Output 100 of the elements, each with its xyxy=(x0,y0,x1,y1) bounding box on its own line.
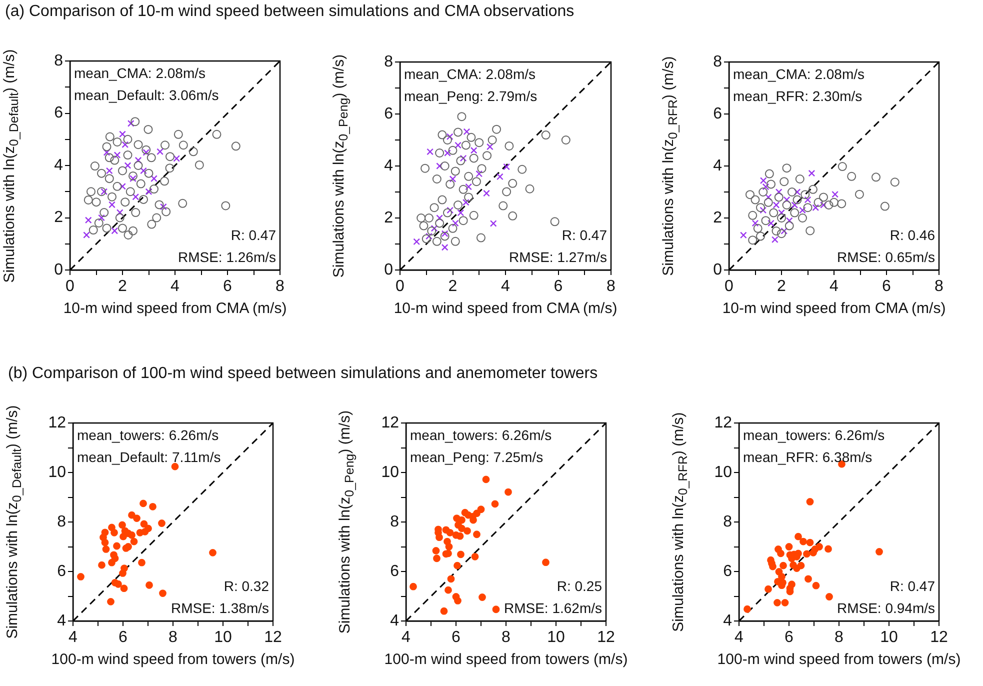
x-tick-label: 4 xyxy=(402,629,411,646)
point xyxy=(488,136,497,144)
point xyxy=(120,532,127,540)
point xyxy=(838,162,847,172)
point xyxy=(798,214,807,222)
point xyxy=(466,132,476,142)
point xyxy=(458,216,468,226)
annotation: mean_towers: 6.26m/s xyxy=(77,427,219,443)
point xyxy=(114,152,121,158)
point xyxy=(178,198,188,208)
point xyxy=(483,190,490,197)
annotation: mean_towers: 6.26m/s xyxy=(743,427,885,443)
x-axis-title: 10-m wind speed from CMA (m/s) xyxy=(63,300,287,317)
y-tick-label: 12 xyxy=(714,414,732,432)
point xyxy=(457,209,464,216)
point xyxy=(792,195,802,204)
annotation: mean_Peng: 7.25m/s xyxy=(410,449,544,465)
point xyxy=(772,202,780,208)
point xyxy=(768,220,774,227)
point xyxy=(753,224,762,233)
x-tick-label: 10 xyxy=(214,629,232,646)
point xyxy=(782,200,792,210)
annotation: R: 0.47 xyxy=(230,227,276,243)
point xyxy=(472,177,481,186)
point xyxy=(84,195,93,204)
point xyxy=(447,575,455,583)
annotation: RMSE: 0.65m/s xyxy=(836,249,935,265)
point xyxy=(97,168,106,178)
annotation: R: 0.47 xyxy=(890,578,936,594)
point xyxy=(444,586,452,594)
point xyxy=(140,520,148,528)
point xyxy=(440,232,450,241)
point xyxy=(791,202,798,208)
point xyxy=(457,112,466,122)
point xyxy=(123,134,132,144)
point xyxy=(432,547,440,554)
point xyxy=(445,543,453,550)
point xyxy=(777,229,786,238)
x-axis-title: 100-m wind speed from towers (m/s) xyxy=(717,651,961,668)
point xyxy=(108,558,116,566)
point xyxy=(764,198,773,207)
annotation: mean_CMA: 2.08m/s xyxy=(404,66,536,82)
point xyxy=(159,590,166,597)
point xyxy=(130,117,140,126)
y-tick-label: 4 xyxy=(384,157,394,174)
annotation: mean_towers: 6.26m/s xyxy=(410,427,552,443)
point xyxy=(764,585,772,593)
point xyxy=(764,194,772,201)
y-tick-label: 2 xyxy=(713,209,722,226)
y-tick-label: 0 xyxy=(54,261,64,278)
point xyxy=(90,162,100,171)
point xyxy=(504,488,512,496)
y-tick-label: 8 xyxy=(713,53,722,70)
y-tick-label: 10 xyxy=(381,464,400,481)
point xyxy=(436,534,443,542)
point xyxy=(781,598,789,606)
point xyxy=(462,198,470,206)
point xyxy=(430,224,438,232)
point xyxy=(454,142,462,149)
point xyxy=(110,156,120,165)
point xyxy=(122,141,129,148)
point xyxy=(780,562,787,570)
point xyxy=(806,226,815,236)
chart-title: (a) Comparison of 10-m wind speed between simulations and CMA observations xyxy=(5,3,574,21)
point xyxy=(133,514,140,522)
point xyxy=(83,232,90,238)
annotation: mean_CMA: 2.08m/s xyxy=(733,66,864,82)
point xyxy=(746,190,754,200)
x-tick-label: 2 xyxy=(777,278,786,296)
annotation: mean_Default: 7.11m/s xyxy=(77,449,221,465)
point xyxy=(92,198,101,207)
point xyxy=(772,236,778,244)
point xyxy=(476,170,483,178)
x-axis-title: 100-m wind speed from towers (m/s) xyxy=(51,651,295,668)
point xyxy=(464,172,474,181)
point xyxy=(162,207,171,216)
point xyxy=(154,200,164,210)
point xyxy=(146,153,156,162)
point xyxy=(550,217,560,226)
point xyxy=(138,558,146,566)
point xyxy=(806,538,814,546)
point xyxy=(100,208,109,218)
point xyxy=(496,173,504,180)
point xyxy=(504,141,514,150)
point xyxy=(165,164,174,173)
point xyxy=(486,143,494,150)
point xyxy=(748,210,758,220)
point xyxy=(803,203,812,212)
point xyxy=(123,150,132,160)
point xyxy=(774,192,784,202)
annotation: RMSE: 1.26m/s xyxy=(178,249,276,265)
point xyxy=(120,198,130,207)
point xyxy=(748,236,758,245)
point xyxy=(104,174,114,184)
annotation: mean_Peng: 2.79m/s xyxy=(404,88,538,104)
point xyxy=(140,500,147,508)
point xyxy=(436,162,443,170)
point xyxy=(803,550,810,558)
point xyxy=(128,226,138,236)
point xyxy=(102,142,112,152)
